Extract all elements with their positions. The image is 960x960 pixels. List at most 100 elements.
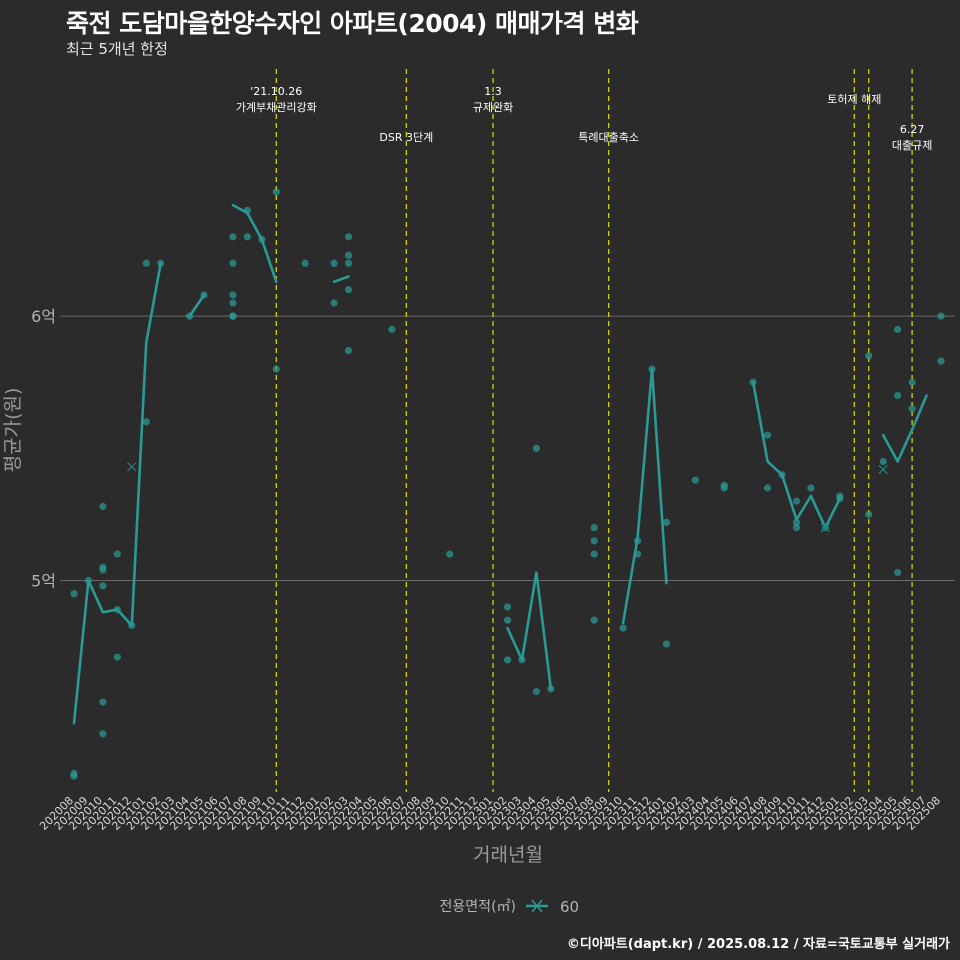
transaction-point: [200, 291, 208, 299]
transaction-point: [749, 378, 757, 386]
transaction-point: [113, 605, 121, 614]
transaction-point: [330, 299, 338, 307]
transaction-point: [662, 640, 671, 648]
transaction-point: [908, 405, 916, 413]
legend-x-key: [531, 899, 543, 913]
transaction-point: [344, 286, 353, 294]
transaction-point: [272, 365, 280, 373]
transaction-point: [229, 291, 237, 299]
average-price-line: [231, 203, 278, 284]
transaction-point: [937, 312, 945, 320]
transaction-point: [113, 550, 121, 558]
transaction-point: [532, 444, 541, 452]
transaction-point: [778, 471, 786, 479]
transaction-point: [344, 346, 353, 355]
transaction-point: [84, 576, 93, 585]
average-price-line: [881, 394, 928, 463]
transaction-point: [937, 357, 945, 365]
transaction-point: [792, 524, 801, 532]
transaction-point: [229, 312, 237, 320]
event-label: 6.27: [900, 123, 925, 136]
transaction-point: [99, 566, 107, 574]
average-price-line: [621, 367, 668, 625]
transaction-point: [894, 391, 902, 400]
transaction-point: [258, 235, 266, 244]
transaction-point: [243, 233, 251, 241]
source-credit: ©디아파트(dapt.kr) / 2025.08.12 / 자료=국토교통부 실…: [566, 937, 950, 952]
y-tick-label: 6억: [31, 307, 56, 326]
transaction-point: [532, 687, 541, 696]
transaction-point: [344, 259, 353, 267]
y-axis-title: 평균가(원): [2, 388, 24, 473]
transaction-point: [691, 476, 699, 484]
transaction-point: [764, 431, 772, 439]
event-label: 특례대출축소: [578, 131, 639, 144]
transaction-point: [807, 484, 815, 492]
transaction-point: [590, 537, 598, 545]
transaction-point: [142, 418, 150, 426]
transaction-point: [503, 656, 512, 664]
transaction-point: [865, 510, 873, 519]
x-marker-inner: [126, 461, 137, 472]
event-label: DSR 3단계: [379, 131, 433, 144]
transaction-point: [113, 653, 121, 661]
chart-title: 죽전 도담마을한양수자인 아파트(2004) 매매가격 변화: [66, 9, 639, 38]
transaction-point: [157, 259, 165, 267]
transaction-point: [388, 325, 396, 333]
average-price-line: [188, 293, 206, 318]
transaction-point: [619, 624, 627, 632]
transaction-point: [344, 233, 353, 241]
transaction-point: [70, 772, 78, 780]
chart-subtitle: 최근 5개년 한정: [66, 40, 168, 58]
transaction-point: [590, 616, 598, 624]
transaction-point: [142, 259, 150, 267]
average-price-line: [332, 275, 350, 284]
transaction-point: [99, 582, 107, 590]
y-tick-label: 5억: [31, 572, 56, 591]
legend-entry-label: 60: [560, 898, 579, 916]
x-marker-inner: [820, 522, 831, 533]
transaction-point: [330, 259, 338, 267]
event-label: 가계부채관리강화: [236, 101, 317, 114]
transaction-point: [908, 378, 916, 386]
transaction-point: [99, 502, 107, 511]
transaction-point: [792, 497, 801, 505]
transaction-point: [446, 550, 454, 558]
transaction-point: [633, 550, 642, 558]
transaction-point: [547, 685, 555, 693]
transaction-point: [186, 312, 194, 320]
x-axis-title: 거래년월: [473, 844, 543, 866]
transaction-point: [503, 603, 512, 611]
event-label: 규제완화: [473, 101, 513, 114]
transaction-point: [590, 550, 598, 558]
event-label: 대출규제: [892, 139, 932, 152]
transaction-point: [229, 233, 237, 241]
transaction-point: [243, 206, 251, 214]
legend-title: 전용면적(㎡): [440, 899, 516, 915]
transaction-point: [633, 537, 642, 545]
transaction-point: [894, 325, 902, 333]
average-price-line: [751, 380, 842, 529]
transaction-point: [894, 568, 902, 577]
transaction-point: [272, 188, 280, 196]
transaction-point: [879, 457, 887, 466]
transaction-point: [792, 518, 801, 526]
average-price-line: [506, 571, 553, 691]
transaction-point: [99, 730, 107, 738]
event-label: 토허제 해제: [827, 92, 881, 106]
transaction-point: [70, 590, 78, 598]
transaction-point: [720, 484, 728, 492]
transaction-point: [865, 352, 873, 360]
transaction-point: [836, 494, 844, 503]
transaction-point: [344, 251, 353, 259]
transaction-point: [590, 524, 598, 532]
transaction-point: [503, 616, 512, 624]
transaction-point: [662, 518, 671, 526]
transaction-point: [301, 259, 309, 267]
transaction-point: [99, 698, 107, 706]
event-label: 1.3: [484, 85, 502, 98]
transaction-point: [229, 259, 237, 267]
event-label: '21.10.26: [250, 85, 302, 98]
